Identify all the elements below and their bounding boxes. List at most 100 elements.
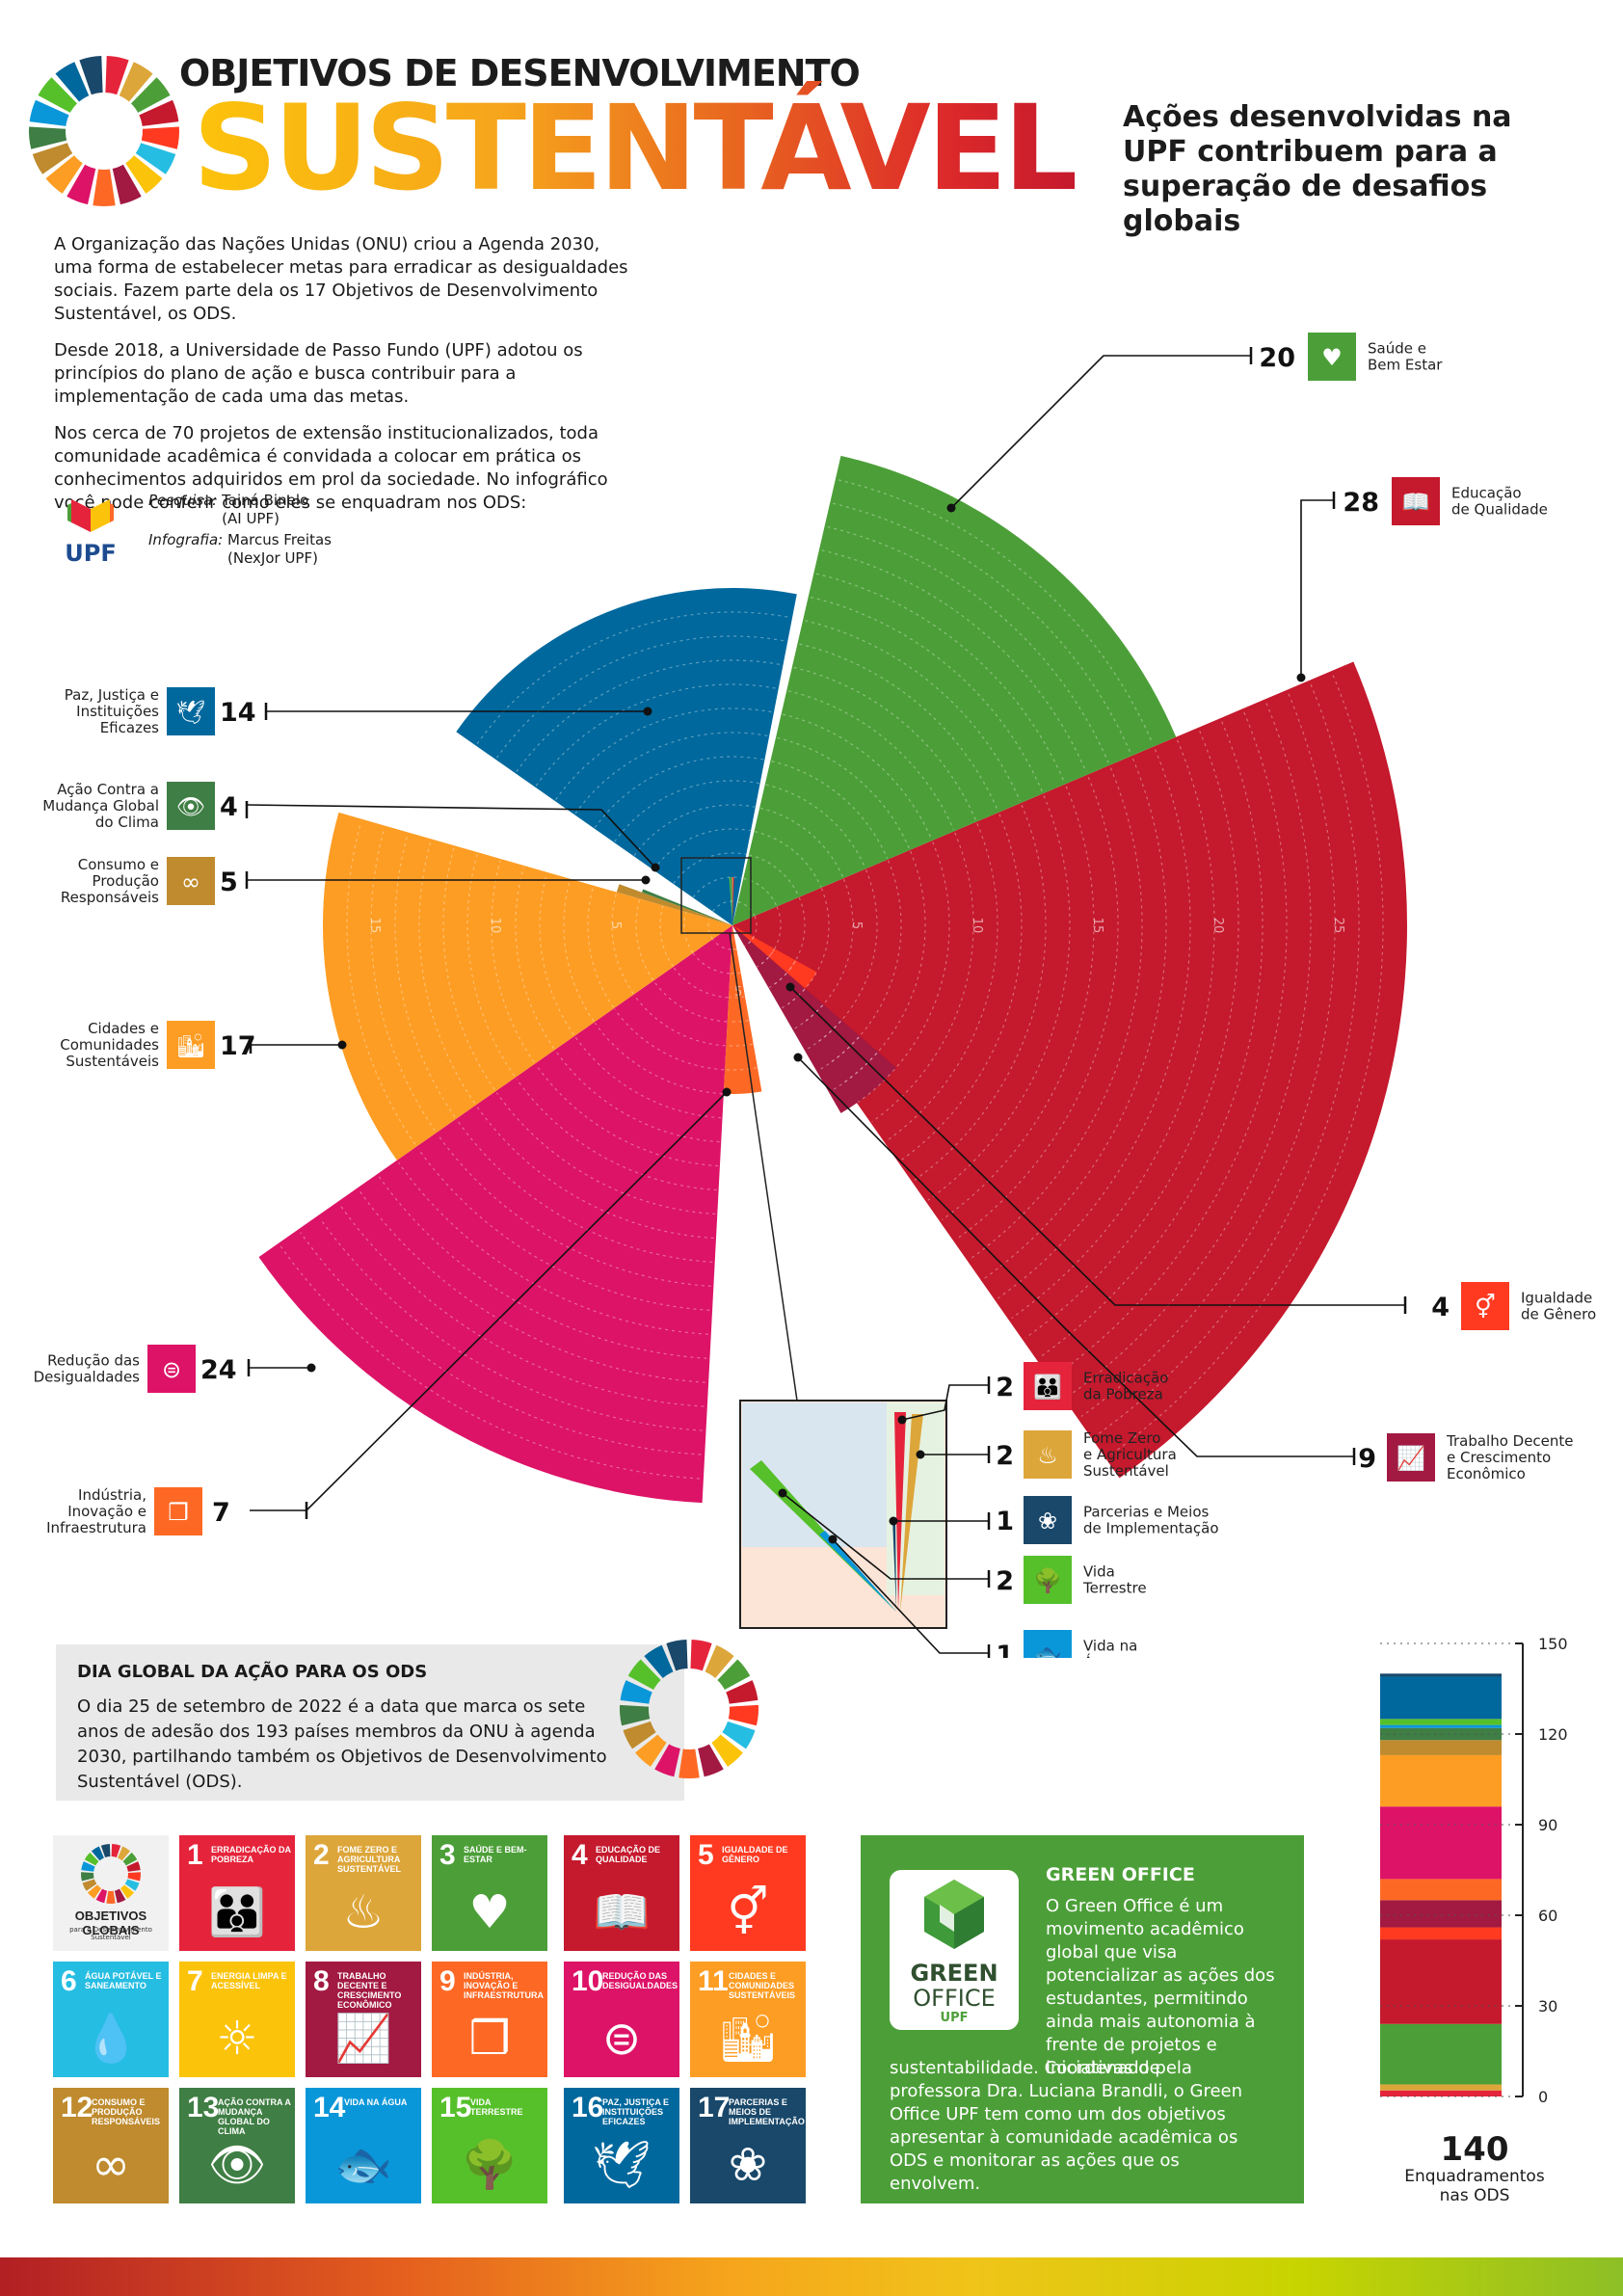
- global-goals-title: OBJETIVOS GLOBAIS: [74, 1909, 147, 1937]
- sdg-tile-name: TRABALHO DECENTE E CRESCIMENTO ECONÔMICO: [337, 1971, 402, 2010]
- stack-axis-label: 120: [1538, 1725, 1568, 1744]
- global-goals-logo-tile: OBJETIVOS GLOBAIS para o Desenvolvimento…: [53, 1835, 169, 1951]
- radial-arc: [899, 814, 1023, 1162]
- radial-arc: [418, 841, 475, 1104]
- global-goals-subtitle: para o Desenvolvimento Sustentável: [69, 1926, 152, 1941]
- wheel-segment-11: [45, 155, 83, 194]
- radial-arc: [827, 525, 1109, 763]
- wheel-segment-1: [105, 56, 129, 95]
- radial-tick-right: 15: [1090, 918, 1104, 934]
- sdg-tile-name: ERRADICAÇÃO DA POBREZA: [211, 1845, 291, 1864]
- wheel-segment-1: [690, 1640, 712, 1671]
- stacked-bar-chart: 0 30 60 90 120 150: [1380, 1635, 1568, 2106]
- radial-arc: [857, 841, 950, 1103]
- wheel-segment-8: [114, 1888, 126, 1904]
- green-office-box: GREEN OFFICE UPF GREEN OFFICE O Green Of…: [861, 1835, 1304, 2203]
- wheel-segment-2: [119, 62, 153, 102]
- radial-arc: [756, 956, 769, 968]
- equal-icon: ⊜: [147, 1345, 196, 1393]
- sdg-tile-10: 10 REDUÇÃO DAS DESIGUALDADES ⊜: [564, 1962, 679, 2077]
- radial-arc: [727, 1043, 753, 1047]
- svg-text:∞: ∞: [181, 868, 200, 895]
- callout-line-14: [832, 1538, 989, 1654]
- sdg-tile-name: IGUALDADE DE GÊNERO: [722, 1845, 788, 1864]
- callout-label-13: Mudança Global: [42, 797, 159, 814]
- radial-arc: [726, 1067, 758, 1071]
- radial-arc: [955, 777, 1119, 1241]
- dove-icon: 🕊: [167, 687, 215, 735]
- callout-label-14: Vida na: [1083, 1638, 1137, 1655]
- sdg-tile-number: 6: [61, 1965, 77, 1997]
- stack-segment-14: [1380, 1724, 1502, 1728]
- wheel-segment-3: [717, 1659, 751, 1690]
- svg-text:👁: 👁: [176, 793, 205, 820]
- radial-arc: [319, 1217, 703, 1431]
- sdg-tile-15: 15 VIDA TERRESTRE 🌳: [432, 2088, 547, 2203]
- intro-paragraph-2: Desde 2018, a Universidade de Passo Fund…: [54, 340, 583, 407]
- sdg-tile-11: 11 CIDADES E COMUNIDADES SUSTENTÁVEIS 🏙: [690, 1962, 806, 2077]
- callout-value-5: 4: [1431, 1293, 1450, 1322]
- inset-wedge-2: [900, 1414, 923, 1612]
- radial-arc: [555, 707, 773, 801]
- callout-value-1: 2: [996, 1373, 1014, 1402]
- wheel-segment-17: [666, 1640, 688, 1671]
- callout-label-12: Responsáveis: [61, 889, 159, 906]
- radial-arc: [491, 860, 535, 1063]
- tree-icon: 🌳: [1024, 1556, 1072, 1604]
- sdg-tile-1: 1 ERRADICAÇÃO DA POBREZA 👪: [179, 1835, 295, 1951]
- callout-label-8: e Crescimento: [1447, 1449, 1551, 1466]
- wedge-sdg-12: [616, 884, 732, 925]
- radial-arc: [805, 1020, 841, 1051]
- callout-value-12: 5: [220, 868, 238, 897]
- callout-value-16: 14: [220, 698, 256, 728]
- cubes-icon: ❒: [468, 2012, 511, 2066]
- green-office-title: GREEN OFFICE: [1046, 1864, 1195, 1885]
- radial-tick-left: 15: [367, 918, 382, 934]
- callout-value-3: 20: [1259, 343, 1295, 373]
- svg-text:🐟: 🐟: [1033, 1642, 1062, 1658]
- sdg-tile-number: 1: [187, 1839, 203, 1871]
- stack-segment-8: [1380, 1900, 1502, 1928]
- callout-label-13: Ação Contra a: [57, 781, 159, 798]
- sdg-tile-3: 3 SAÚDE E BEM-ESTAR ♥: [432, 1835, 547, 1951]
- sdg-tile-14: 14 VIDA NA ÁGUA 🐟: [306, 2088, 421, 2203]
- stack-axis-label: 0: [1538, 2088, 1548, 2106]
- radial-arc: [555, 1050, 720, 1143]
- sdg-tile-name: EDUCAÇÃO DE QUALIDADE: [596, 1845, 661, 1864]
- callout-label-17: Parcerias e Meios: [1083, 1504, 1209, 1521]
- callout-value-15: 2: [996, 1566, 1014, 1596]
- svg-text:🕊: 🕊: [176, 699, 205, 726]
- callout-label-9: Inovação e: [67, 1503, 146, 1520]
- radial-arc: [743, 877, 778, 907]
- radial-arc: [370, 827, 436, 1132]
- sdg-tile-number: 7: [187, 1965, 203, 1997]
- stack-total: 140 Enquadramentos nas ODS: [1349, 2132, 1600, 2205]
- stack-segment-16: [1380, 1676, 1502, 1720]
- water-icon: 💧: [82, 2012, 140, 2066]
- radial-arc: [594, 1023, 723, 1095]
- sdg-tile-name: INDÚSTRIA, INOVAÇÃO E INFRAESTRUTURA: [464, 1971, 544, 2000]
- wheel-segment-14: [29, 99, 69, 126]
- svg-text:🏙: 🏙: [176, 1032, 205, 1059]
- svg-text:❀: ❀: [1038, 1508, 1057, 1535]
- callout-label-3: Saúde e: [1368, 340, 1426, 358]
- callout-label-9: Infraestrutura: [46, 1519, 146, 1536]
- wheel-segment-17: [100, 1844, 111, 1857]
- wheel-segment-10: [654, 1744, 680, 1777]
- radial-arc: [1108, 675, 1384, 1456]
- radial-arc: [821, 549, 1087, 773]
- radial-arc: [871, 832, 974, 1123]
- wedge-sdg-11: [323, 812, 732, 1161]
- sdg-tile-name: FOME ZERO E AGRICULTURA SUSTENTÁVEL: [337, 1845, 402, 1874]
- green-office-logo-line1: GREEN: [910, 1960, 998, 1987]
- upf-logo-text: UPF: [65, 540, 116, 565]
- sdg-tile-name: VIDA TERRESTRE: [470, 2097, 523, 2117]
- wheel-segment-15: [38, 77, 78, 113]
- callout-label-16: Eficazes: [100, 719, 159, 736]
- radial-arc: [744, 941, 752, 948]
- wheel-segment-5: [728, 1704, 758, 1726]
- growth-icon: 📈: [1387, 1433, 1435, 1482]
- radial-arc: [594, 756, 764, 828]
- sdg-tile-number: 16: [572, 2092, 604, 2123]
- graphic-label: Infografia:: [148, 531, 224, 548]
